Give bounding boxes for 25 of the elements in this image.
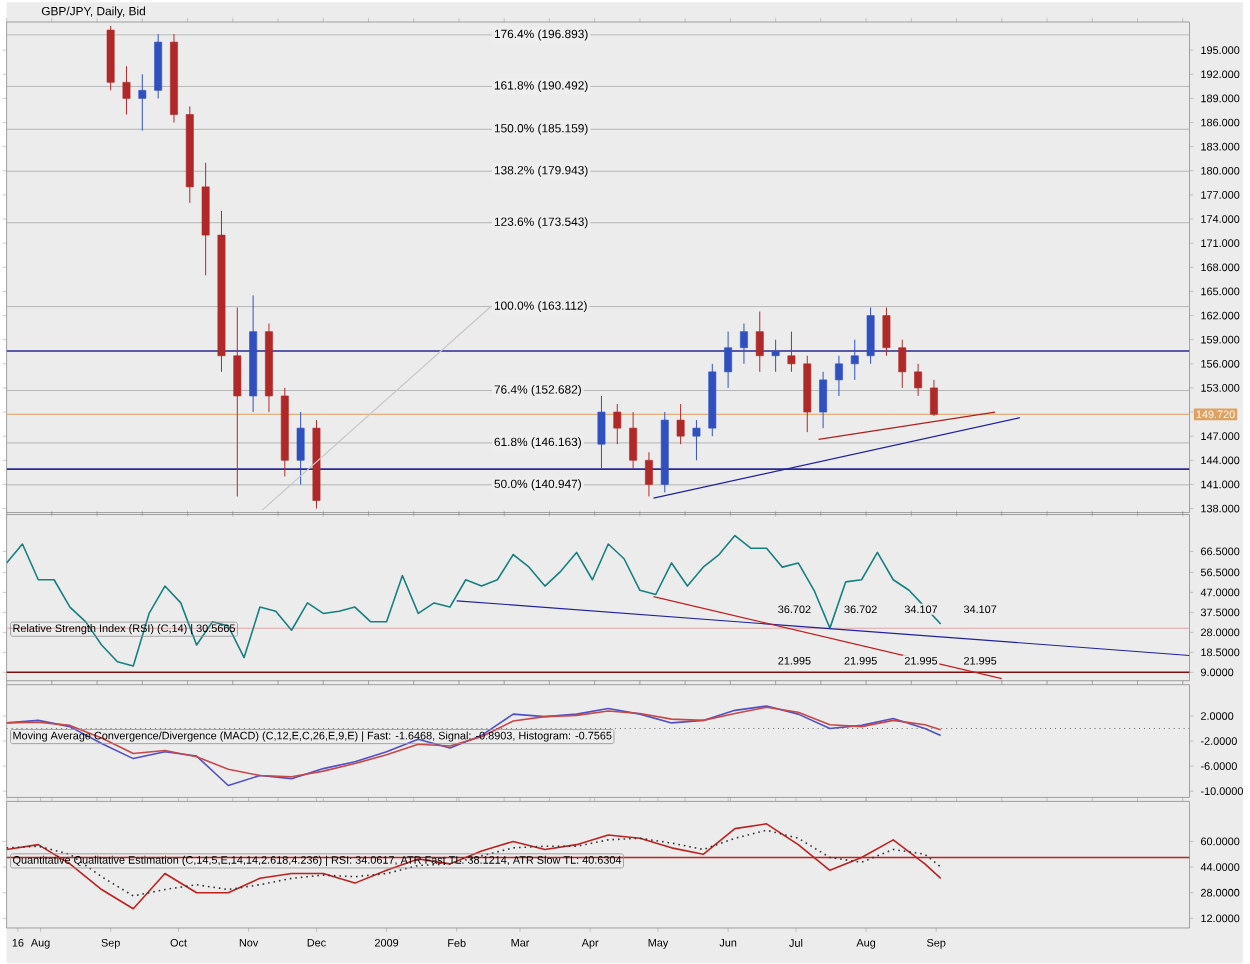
candlestick bbox=[645, 451, 653, 498]
candlestick bbox=[296, 411, 305, 486]
candlestick bbox=[724, 331, 733, 389]
candlestick bbox=[866, 307, 875, 365]
candlestick bbox=[771, 339, 780, 373]
candlestick bbox=[930, 379, 938, 417]
candlestick bbox=[787, 331, 796, 373]
candlestick bbox=[629, 411, 638, 470]
candlestick bbox=[835, 355, 843, 397]
candlestick bbox=[755, 311, 764, 373]
candlestick bbox=[819, 371, 828, 429]
line-series bbox=[6, 534, 942, 667]
candlestick bbox=[898, 339, 907, 389]
candlestick bbox=[740, 323, 748, 365]
candlestick bbox=[122, 65, 131, 116]
line-series bbox=[6, 829, 942, 897]
candlestick bbox=[233, 307, 242, 498]
candlestick bbox=[914, 363, 923, 397]
candlestick bbox=[882, 307, 891, 357]
candlestick bbox=[676, 403, 685, 445]
candlestick bbox=[138, 73, 147, 132]
candlestick bbox=[850, 339, 859, 381]
candlestick bbox=[597, 395, 606, 470]
candlestick bbox=[692, 419, 701, 461]
candlestick bbox=[613, 403, 622, 445]
